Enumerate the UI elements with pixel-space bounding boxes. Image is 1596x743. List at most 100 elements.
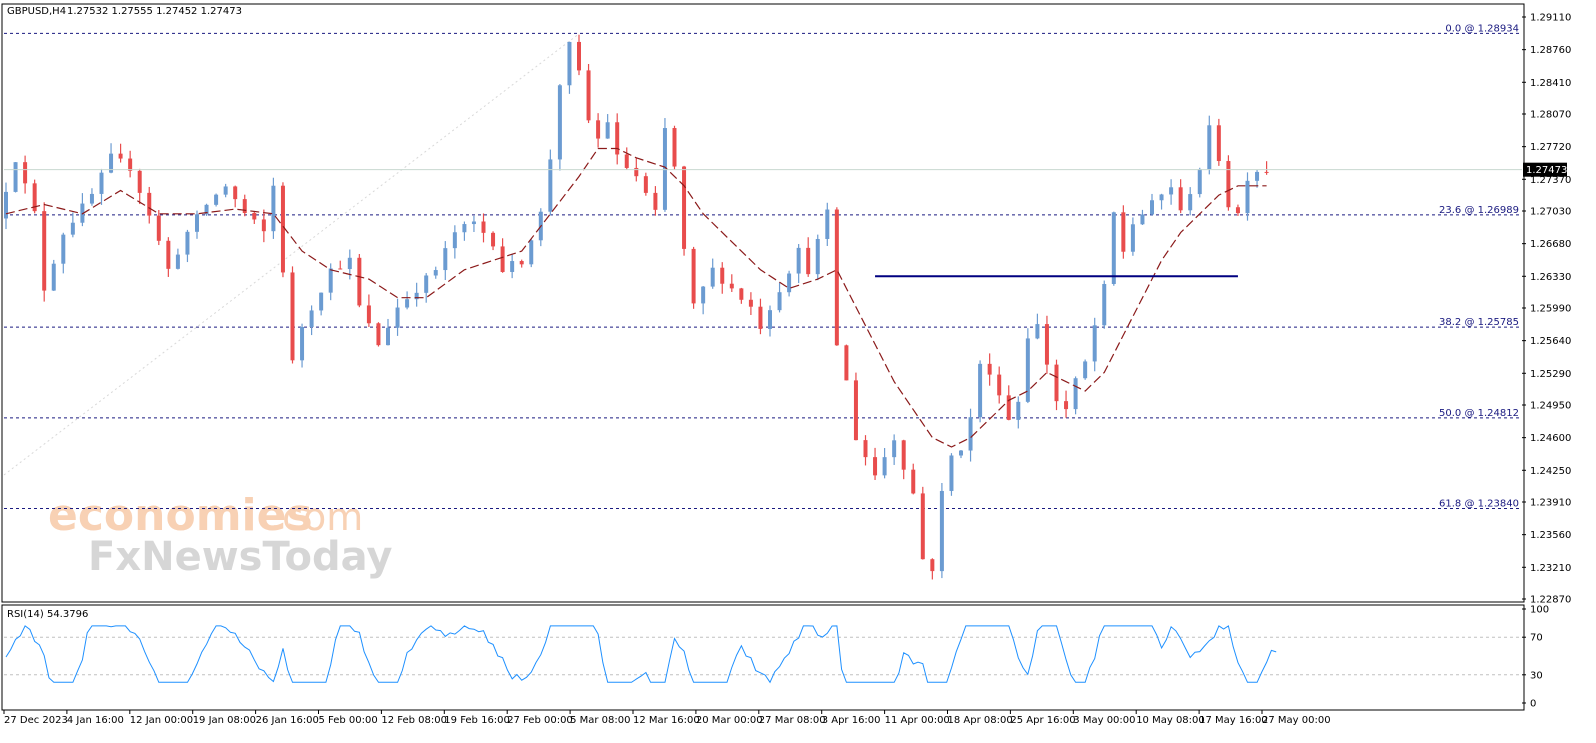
candle-body: [758, 306, 763, 329]
fib-level-label: 23.6 @ 1.26989: [1439, 205, 1519, 216]
candle-body: [605, 122, 610, 139]
candle-bull: [414, 282, 419, 307]
time-axis: 27 Dec 2023 4 Jan 16:00 12 Jan 00:00 19 Jan…: [3, 710, 1331, 726]
candle-body: [433, 270, 438, 276]
candle-body: [42, 211, 47, 291]
candle-bull: [175, 248, 180, 270]
candle-bull: [1130, 217, 1135, 256]
candle-bull: [949, 453, 954, 496]
price-axis-label: 1.27030: [1530, 207, 1571, 218]
candle-body: [825, 209, 830, 239]
candle-body: [815, 238, 820, 275]
candle-body: [682, 166, 687, 249]
candle-body: [796, 247, 801, 274]
candle-bull: [61, 232, 66, 274]
candle-body: [691, 248, 696, 304]
candle-bull: [1188, 187, 1193, 216]
candle-bull: [701, 285, 706, 315]
price-axis-label: 1.29110: [1530, 13, 1571, 24]
watermark-fxnewstoday: FxNewsToday: [88, 534, 392, 580]
candle-bull: [1150, 193, 1154, 216]
price-axis-label: 1.26330: [1530, 272, 1571, 283]
time-axis-label: 19 Jan 08:00: [193, 715, 256, 726]
candle-bull: [1025, 328, 1030, 404]
candle-bear: [32, 179, 37, 214]
candle-body: [166, 240, 171, 269]
candle-body: [1035, 324, 1040, 339]
candle-body: [1102, 283, 1107, 326]
candle-bull: [4, 182, 8, 230]
candle-body: [347, 257, 352, 270]
candle-body: [175, 254, 180, 269]
time-axis-label: 11 Apr 00:00: [885, 715, 950, 726]
candle-bear: [863, 435, 868, 466]
candle-body: [1083, 361, 1088, 379]
price-axis-label: 1.24950: [1530, 401, 1571, 412]
current-price-box: [1523, 162, 1567, 177]
candle-body: [309, 310, 314, 327]
candle-body: [300, 326, 305, 361]
candle-body: [223, 186, 228, 195]
candle-bear: [806, 237, 811, 277]
candle-body: [729, 283, 734, 289]
candle-body: [662, 128, 667, 210]
rsi-axis-label: 0: [1530, 699, 1536, 710]
candle-bull: [548, 149, 553, 216]
candle-body: [70, 222, 75, 235]
candle-body: [242, 199, 247, 214]
price-axis-label: 1.23560: [1530, 530, 1571, 541]
candle-bull: [99, 168, 104, 205]
candle-body: [443, 248, 448, 271]
candle-bull: [787, 270, 792, 297]
candle-bull: [443, 241, 448, 281]
candle-body: [787, 273, 792, 293]
candle-bear: [873, 447, 878, 480]
candle-bull: [70, 212, 75, 238]
candle-bear: [137, 168, 142, 205]
candle-body: [987, 363, 992, 375]
candle-body: [1064, 401, 1069, 410]
time-axis-label: 3 Apr 16:00: [822, 715, 881, 726]
candle-bear: [42, 202, 47, 302]
candle-bull: [529, 239, 534, 268]
candle-bear: [261, 209, 266, 243]
candle-body: [557, 85, 562, 160]
price-axis-label: 1.23210: [1530, 563, 1571, 574]
candle-body: [471, 221, 476, 225]
candle-body: [853, 380, 858, 441]
candle-body: [386, 327, 390, 346]
candle-bull: [557, 84, 562, 171]
candle-body: [844, 345, 849, 381]
time-axis-label: 25 Apr 16:00: [1010, 715, 1075, 726]
time-axis-label: 27 Mar 08:00: [759, 715, 826, 726]
candle-bull: [796, 244, 801, 284]
candle-body: [959, 450, 963, 456]
candle-body: [777, 292, 782, 311]
candle-body: [32, 183, 37, 212]
chart-ohlc-label: 1.27532 1.27555 1.27452 1.27473: [67, 6, 242, 17]
candle-bull: [300, 323, 305, 368]
candle-bull: [968, 408, 973, 462]
candle-body: [739, 288, 744, 300]
candle-bear: [1216, 118, 1221, 166]
candle-body: [452, 232, 457, 249]
price-axis-label: 1.25640: [1530, 336, 1571, 347]
candle-bull: [319, 292, 324, 316]
candle-body: [911, 469, 916, 494]
candle-body: [720, 267, 725, 284]
candle-bull: [214, 193, 219, 207]
candle-body: [1197, 169, 1202, 195]
candle-body: [529, 240, 534, 265]
candle-bull: [309, 305, 314, 336]
price-axis-label: 1.23910: [1530, 498, 1571, 509]
candle-bear: [280, 182, 285, 278]
candle-body: [701, 286, 706, 304]
candle-bull: [1197, 167, 1202, 198]
time-axis-label: 27 Feb 00:00: [507, 715, 573, 726]
time-axis-label: 3 May 00:00: [1073, 715, 1135, 726]
fib-level-label: 0.0 @ 1.28934: [1445, 23, 1519, 34]
candle-body: [901, 440, 906, 470]
candle-body: [882, 457, 887, 476]
candle-body: [128, 158, 133, 171]
candle-body: [195, 214, 199, 232]
